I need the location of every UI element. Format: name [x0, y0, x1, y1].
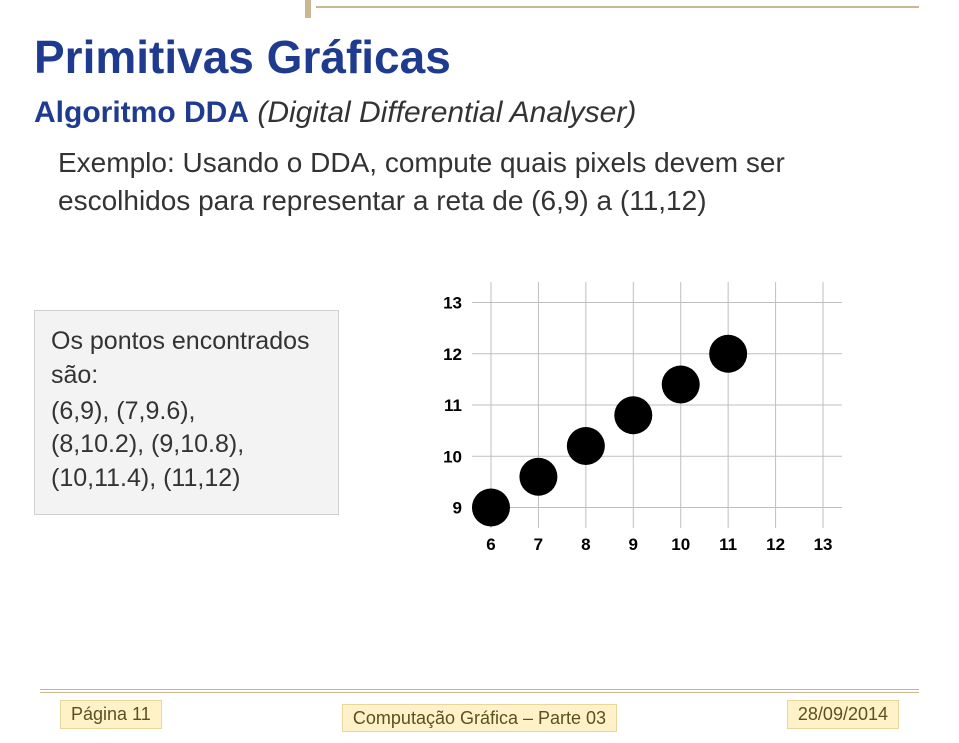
svg-text:10: 10	[443, 447, 462, 466]
top-accent	[305, 0, 311, 18]
svg-text:9: 9	[629, 535, 638, 554]
svg-text:12: 12	[766, 535, 785, 554]
example-text: Exemplo: Usando o DDA, compute quais pix…	[58, 144, 909, 220]
results-line: (10,11.4), (11,12)	[51, 462, 322, 496]
svg-text:7: 7	[534, 535, 543, 554]
footer-center: Computação Gráfica – Parte 03	[342, 704, 617, 732]
svg-text:12: 12	[443, 345, 462, 364]
footer-rule	[40, 692, 919, 693]
top-rule	[316, 6, 919, 8]
svg-text:8: 8	[581, 535, 590, 554]
algorithm-expansion: (Digital Differential Analyser)	[257, 96, 636, 129]
subtitle: Algoritmo DDA (Digital Differential Anal…	[34, 96, 636, 130]
footer-page: Página 11	[60, 700, 162, 729]
footer-rule	[40, 689, 919, 690]
svg-text:11: 11	[719, 535, 737, 554]
results-line: (6,9), (7,9.6),	[51, 395, 322, 429]
svg-text:9: 9	[453, 499, 462, 518]
scatter-chart: 6 7 8 9 10 11 12 13 9 10 11 12 13	[432, 272, 852, 562]
svg-text:13: 13	[814, 535, 833, 554]
footer-date: 28/09/2014	[787, 700, 899, 729]
svg-text:11: 11	[444, 396, 462, 415]
svg-text:13: 13	[443, 294, 462, 313]
top-decoration	[0, 0, 959, 18]
results-line: (8,10.2), (9,10.8),	[51, 428, 322, 462]
svg-text:6: 6	[486, 535, 495, 554]
results-header: Os pontos encontrados são:	[51, 325, 322, 393]
svg-text:10: 10	[671, 535, 690, 554]
results-box: Os pontos encontrados são: (6,9), (7,9.6…	[34, 310, 339, 515]
algorithm-name: Algoritmo DDA	[34, 96, 249, 129]
page-title: Primitivas Gráficas	[34, 30, 451, 84]
footer: Página 11 Computação Gráfica – Parte 03 …	[0, 689, 959, 743]
